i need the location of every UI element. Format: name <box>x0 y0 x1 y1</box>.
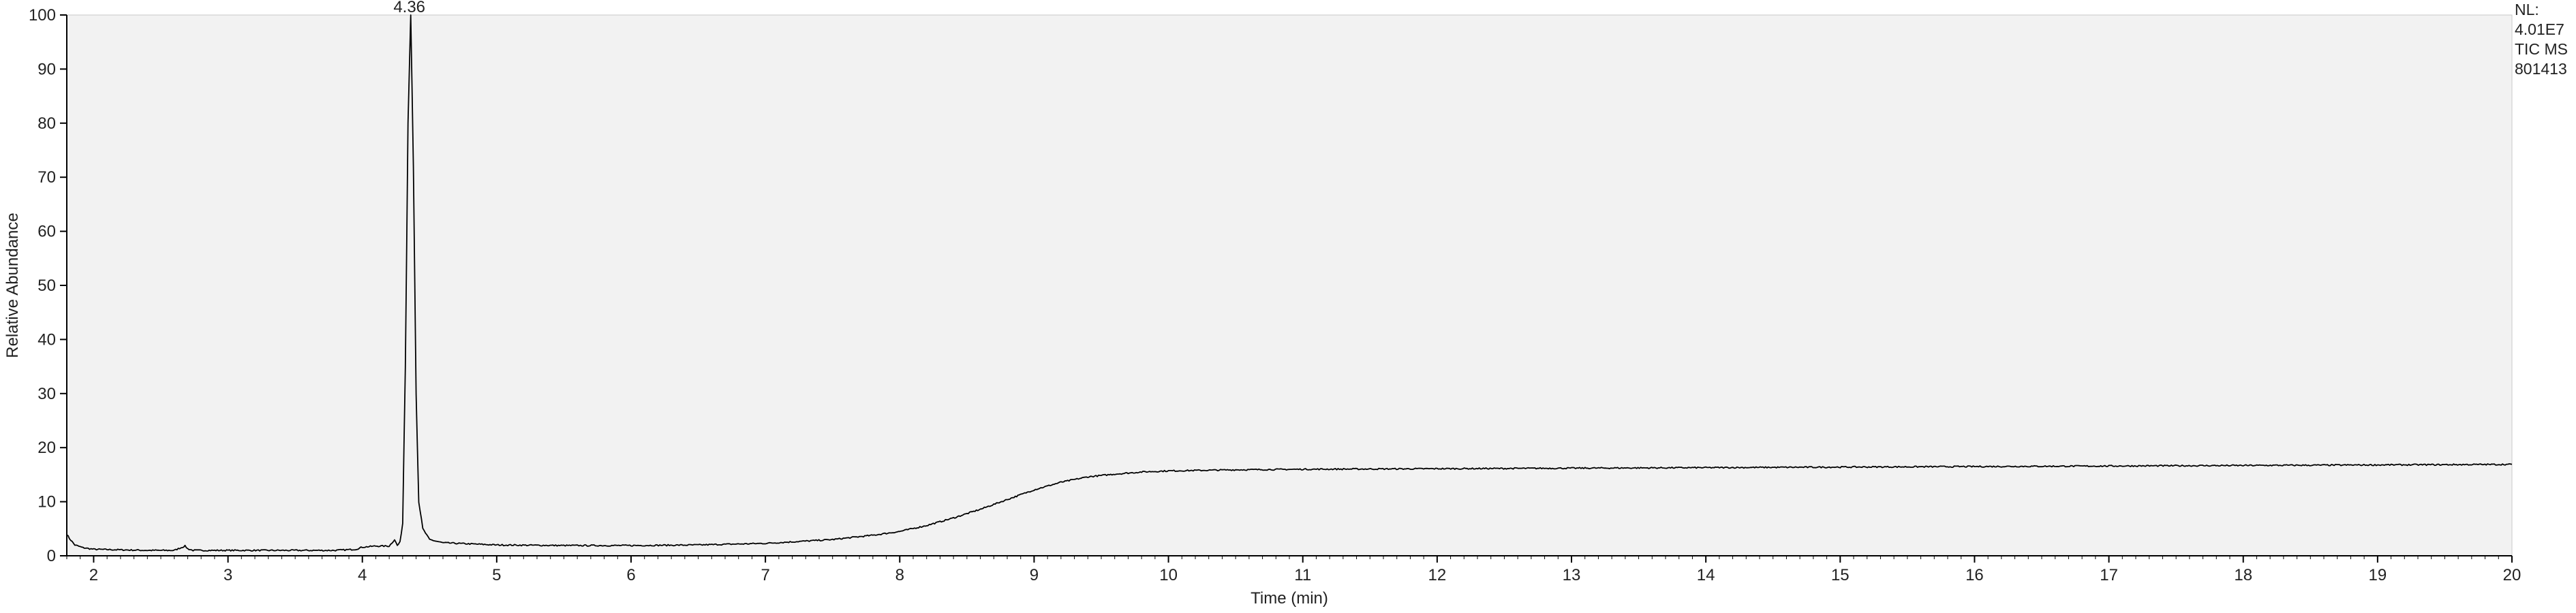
x-tick-label: 15 <box>1831 566 1850 584</box>
y-tick-label: 10 <box>37 493 56 512</box>
y-tick-label: 20 <box>37 439 56 457</box>
x-tick-label: 19 <box>2369 566 2387 584</box>
x-axis: 2 3 4 5 6 7 8 9 10 11 12 13 14 15 16 17 18 19 20 <box>66 556 2521 584</box>
x-tick-label: 3 <box>224 566 232 584</box>
info-line-scan-type: TIC MS <box>2515 40 2568 58</box>
x-tick-label: 11 <box>1294 566 1311 584</box>
y-tick-label: 30 <box>37 385 56 403</box>
y-tick-label: 80 <box>37 114 56 133</box>
x-tick-label: 17 <box>2100 566 2118 584</box>
x-tick-label: 18 <box>2234 566 2252 584</box>
tic-trace-line <box>66 14 2513 552</box>
x-tick-label: 7 <box>761 566 769 584</box>
y-axis-title: Relative Abundance <box>3 213 22 358</box>
x-axis-title: Time (min) <box>1251 589 1328 608</box>
y-tick-label: 90 <box>37 60 56 78</box>
x-tick-label: 9 <box>1030 566 1039 584</box>
x-tick-label: 6 <box>626 566 635 584</box>
scan-info-block: NL: 4.01E7 TIC MS 801413 <box>2515 1 2568 78</box>
y-tick-label: 100 <box>29 6 56 25</box>
x-tick-label: 16 <box>1965 566 1984 584</box>
x-tick-label: 20 <box>2503 566 2521 584</box>
y-tick-label: 50 <box>37 277 56 295</box>
plot-area <box>66 14 2513 556</box>
y-tick-label: 70 <box>37 168 56 187</box>
x-tick-label: 8 <box>895 566 904 584</box>
x-tick-label: 4 <box>358 566 367 584</box>
y-tick-label: 0 <box>47 547 56 565</box>
info-line-nl-label: NL: <box>2515 1 2539 18</box>
peak-label: 4.36 <box>393 0 425 16</box>
x-tick-label: 14 <box>1697 566 1715 584</box>
x-tick-label: 5 <box>492 566 501 584</box>
y-tick-label: 60 <box>37 223 56 241</box>
y-tick-label: 40 <box>37 330 56 349</box>
x-tick-label: 12 <box>1428 566 1447 584</box>
x-tick-label: 10 <box>1159 566 1178 584</box>
y-axis: 0 10 20 30 40 50 60 70 80 90 100 <box>29 6 67 565</box>
x-tick-label: 13 <box>1563 566 1581 584</box>
info-line-nl-value: 4.01E7 <box>2515 20 2564 38</box>
info-line-sample-id: 801413 <box>2515 60 2567 78</box>
x-tick-label: 2 <box>89 566 98 584</box>
